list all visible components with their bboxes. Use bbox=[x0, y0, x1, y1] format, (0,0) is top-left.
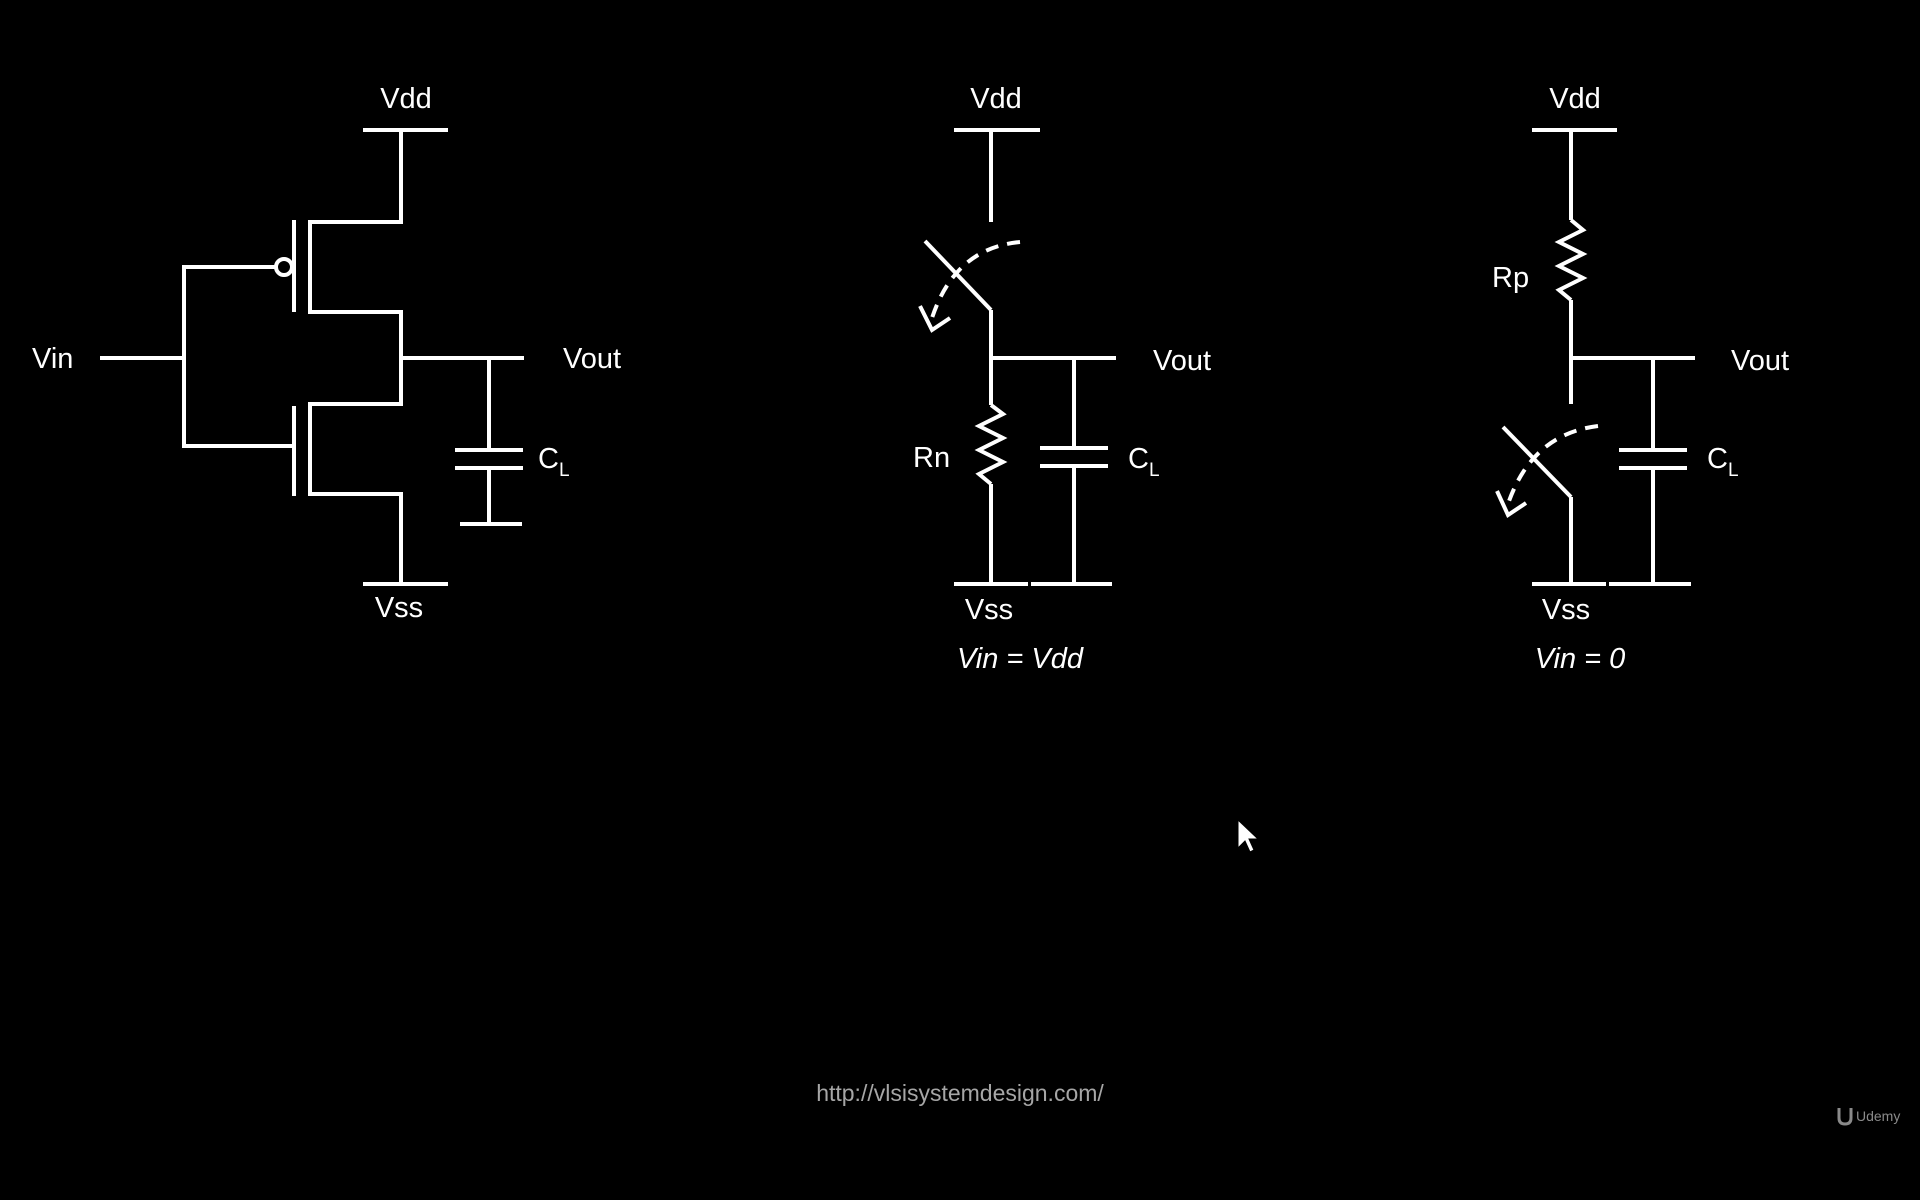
pulldown-vout-label: Vout bbox=[1153, 345, 1211, 377]
mouse-cursor-icon bbox=[1237, 818, 1260, 853]
pullup-vss-label: Vss bbox=[1542, 594, 1590, 626]
pullup-resistor bbox=[1554, 218, 1588, 302]
inverter-load-capacitor bbox=[455, 358, 523, 526]
pulldown-resistor bbox=[974, 403, 1008, 486]
pulldown-arrow-head-icon bbox=[918, 305, 952, 333]
pullup-resistor-label: Rp bbox=[1492, 262, 1529, 294]
pulldown-load-capacitor bbox=[1040, 358, 1108, 584]
nmos-channel-wires bbox=[308, 312, 403, 584]
pmos-gate-bubble bbox=[274, 257, 294, 277]
udemy-logo: Udemy bbox=[1837, 1108, 1900, 1126]
pullup-condition-label: Vin = 0 bbox=[1535, 643, 1626, 675]
inverter-vout-label: Vout bbox=[563, 343, 621, 375]
pullup-vout-label: Vout bbox=[1731, 345, 1789, 377]
pulldown-vdd-label: Vdd bbox=[970, 83, 1022, 115]
cmos-inverter-schematic: Vdd Vss Vin Vout CL bbox=[32, 83, 621, 624]
pulldown-resistor-label: Rn bbox=[913, 442, 950, 474]
pullup-switch-arc bbox=[1506, 424, 1599, 505]
pulldown-switch-model: Vdd Vss Vout Rn CL Vin = Vdd bbox=[913, 83, 1211, 675]
pulldown-vss-label: Vss bbox=[965, 594, 1013, 626]
footer-url[interactable]: http://vlsisystemdesign.com/ bbox=[816, 1080, 1104, 1106]
gate-wiring bbox=[182, 265, 294, 448]
inverter-vin-label: Vin bbox=[32, 343, 73, 375]
pullup-switch-model: Vdd Vss Vout Rp CL Vin = 0 bbox=[1492, 83, 1789, 675]
pullup-vdd-label: Vdd bbox=[1549, 83, 1601, 115]
pullup-arrow-head-icon bbox=[1495, 490, 1528, 518]
inverter-cl-label: CL bbox=[538, 443, 570, 481]
pullup-switch-blade bbox=[1501, 425, 1573, 499]
inverter-vss-label: Vss bbox=[375, 592, 423, 624]
pullup-cl-label: CL bbox=[1707, 443, 1739, 481]
pullup-load-capacitor bbox=[1619, 358, 1687, 584]
pulldown-condition-label: Vin = Vdd bbox=[957, 643, 1084, 675]
pulldown-switch-blade bbox=[923, 239, 993, 312]
pulldown-cl-label: CL bbox=[1128, 443, 1160, 481]
pmos-channel-wires bbox=[308, 130, 403, 404]
udemy-brand-text: Udemy bbox=[1856, 1108, 1900, 1124]
inverter-vdd-label: Vdd bbox=[380, 83, 432, 115]
pulldown-switch-arc bbox=[930, 240, 1021, 319]
